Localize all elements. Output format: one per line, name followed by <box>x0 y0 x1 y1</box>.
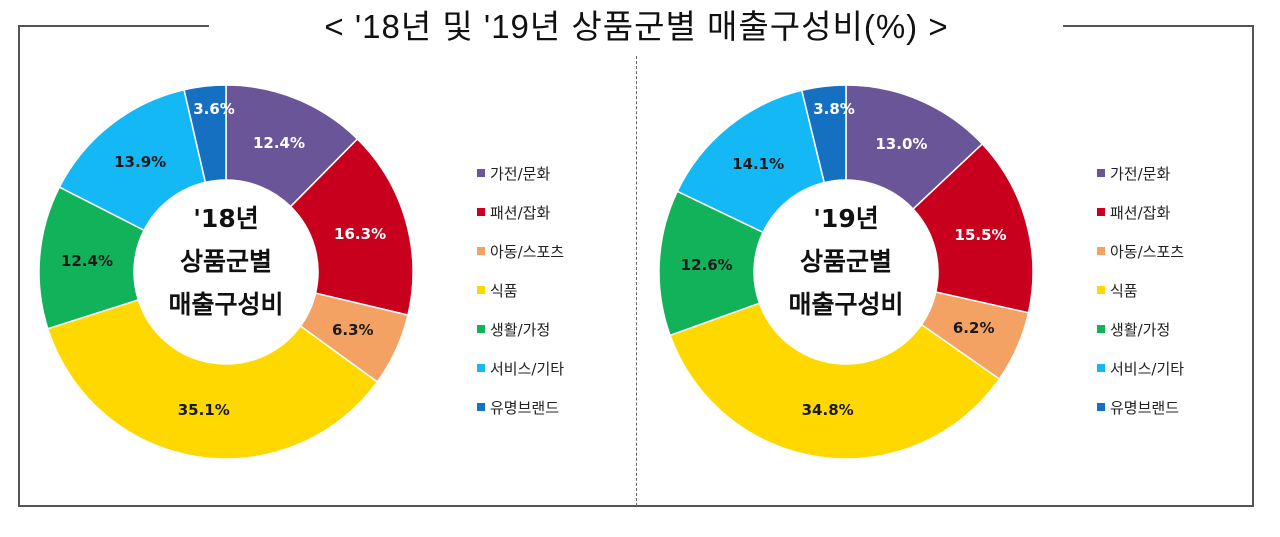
slice-label: 13.0% <box>875 134 928 153</box>
donut-slice <box>669 302 1001 460</box>
slice-label: 16.3% <box>334 224 387 243</box>
legend-item-services: 서비스/기타 <box>1097 358 1184 378</box>
legend-item-fashion: 패션/잡화 <box>1097 202 1170 222</box>
donut-center-text-2018: '18년 상품군별 매출구성비 <box>126 197 326 326</box>
donut-slice <box>46 298 379 460</box>
legend-swatch <box>477 403 485 411</box>
center-line-2: 상품군별 <box>179 247 272 276</box>
donut-svg-2019 <box>658 84 1034 460</box>
legend-swatch <box>477 247 485 255</box>
legend-item-kids-sports: 아동/스포츠 <box>1097 241 1184 261</box>
donut-slice <box>183 84 227 184</box>
legend-swatch <box>477 325 485 333</box>
legend-swatch <box>1097 208 1105 216</box>
donut-slice <box>800 84 847 184</box>
legend-swatch <box>477 208 485 216</box>
center-year: '18년 <box>193 204 259 233</box>
legend-item-food: 식품 <box>477 280 518 300</box>
frame-right <box>1252 25 1254 507</box>
center-line-2: 상품군별 <box>799 247 892 276</box>
slice-label: 12.6% <box>680 255 733 274</box>
legend-item-appliances: 가전/문화 <box>477 163 550 183</box>
donut-svg-2018 <box>38 84 414 460</box>
slice-label: 34.8% <box>801 401 854 420</box>
frame-bottom <box>18 505 1254 507</box>
legend-item-food: 식품 <box>1097 280 1138 300</box>
slice-label: 3.6% <box>193 100 235 118</box>
legend-item-fashion: 패션/잡화 <box>477 202 550 222</box>
legend-item-services: 서비스/기타 <box>477 358 564 378</box>
chart-divider <box>636 56 637 506</box>
frame-left <box>18 25 20 507</box>
legend-item-living: 생활/가정 <box>477 319 550 339</box>
slice-label: 3.8% <box>813 100 855 118</box>
slice-label: 14.1% <box>732 154 785 173</box>
frame-top-right <box>1063 25 1254 27</box>
legend-item-brands: 유명브랜드 <box>1097 397 1179 417</box>
legend-swatch <box>1097 325 1105 333</box>
legend-swatch <box>477 169 485 177</box>
frame-top-left <box>18 25 209 27</box>
slice-label: 35.1% <box>177 400 230 419</box>
slice-label: 12.4% <box>252 133 305 152</box>
slice-label: 15.5% <box>954 226 1007 245</box>
donut-slice <box>289 137 414 316</box>
center-line-3: 매출구성비 <box>168 290 284 319</box>
legend-swatch <box>1097 403 1105 411</box>
legend-swatch <box>1097 364 1105 372</box>
legend-item-brands: 유명브랜드 <box>477 397 559 417</box>
legend-swatch <box>1097 247 1105 255</box>
slice-label: 6.3% <box>331 321 374 340</box>
legend-swatch <box>1097 286 1105 294</box>
legend-item-appliances: 가전/문화 <box>1097 163 1170 183</box>
legend-swatch <box>1097 169 1105 177</box>
legend-swatch <box>477 286 485 294</box>
legend-item-living: 생활/가정 <box>1097 319 1170 339</box>
page-title: < '18년 및 '19년 상품군별 매출구성비(%) > <box>324 8 949 45</box>
donut-center-text-2019: '19년 상품군별 매출구성비 <box>746 197 946 326</box>
slice-label: 6.2% <box>952 319 995 338</box>
slice-label: 13.9% <box>114 153 167 172</box>
slice-label: 12.4% <box>60 251 113 270</box>
center-year: '19년 <box>813 204 879 233</box>
donut-chart-2018: '18년 상품군별 매출구성비 12.4% 16.3% 6.3% 35.1% 1… <box>36 82 416 462</box>
donut-chart-2019: '19년 상품군별 매출구성비 13.0% 15.5% 6.2% 34.8% 1… <box>656 82 1036 462</box>
legend-item-kids-sports: 아동/스포츠 <box>477 241 564 261</box>
legend-swatch <box>477 364 485 372</box>
center-line-3: 매출구성비 <box>788 290 904 319</box>
